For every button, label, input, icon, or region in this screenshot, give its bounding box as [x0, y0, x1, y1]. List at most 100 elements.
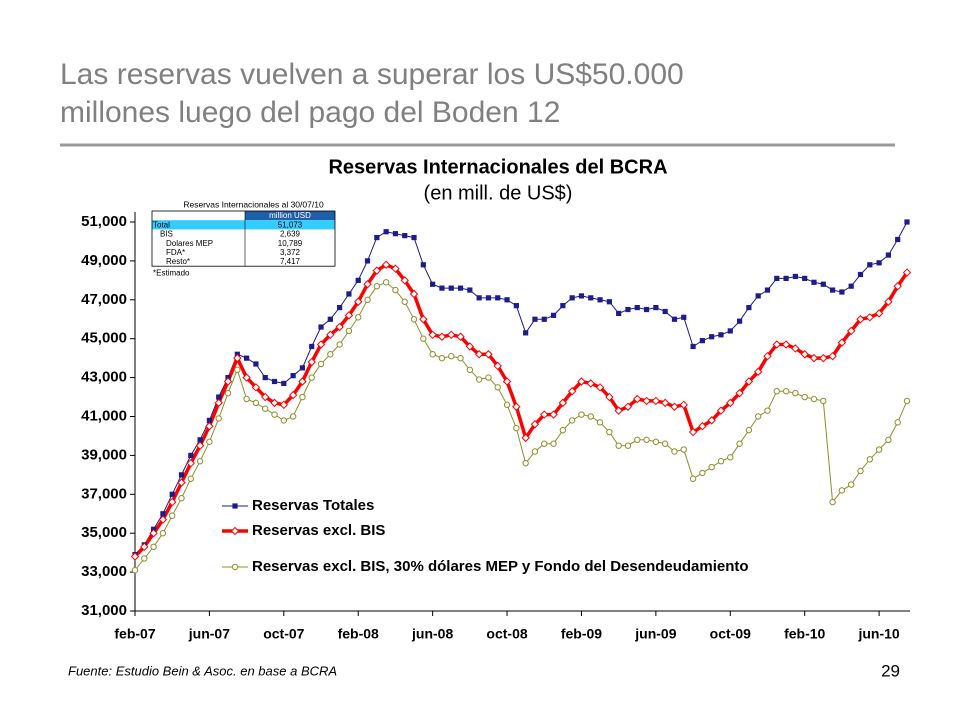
data-point — [214, 398, 223, 408]
data-point — [141, 555, 148, 562]
data-point — [829, 287, 836, 293]
data-point — [856, 315, 865, 324]
data-point — [467, 287, 473, 293]
data-point — [381, 260, 391, 269]
data-point — [410, 316, 418, 323]
data-point — [688, 427, 698, 437]
data-point — [242, 373, 251, 382]
data-point — [699, 338, 705, 344]
x-tick-label: feb-10 — [784, 626, 825, 642]
data-point — [689, 475, 697, 482]
legend-marker — [230, 526, 240, 536]
data-point — [866, 456, 873, 463]
data-point — [829, 498, 836, 506]
data-point — [437, 332, 447, 341]
data-point — [837, 338, 847, 347]
data-point — [577, 377, 586, 386]
data-point — [606, 428, 613, 436]
inset-row-value: 10,789 — [278, 239, 303, 248]
inset-row-value: 2,639 — [280, 230, 301, 239]
chart-title: Reservas Internacionales del BCRA — [328, 156, 667, 178]
data-point — [606, 299, 612, 305]
y-tick-label: 51,000 — [81, 213, 127, 230]
x-tick-label: feb-07 — [114, 626, 155, 642]
data-point — [894, 419, 901, 426]
data-point — [206, 417, 213, 423]
slide-title: Las reservas vuelven a superar los US$50… — [60, 58, 684, 91]
data-point — [252, 399, 260, 407]
inset-row-value: 7,417 — [280, 257, 301, 266]
data-point — [271, 378, 278, 385]
inset-header: million USD — [269, 211, 311, 220]
data-point — [671, 448, 678, 455]
data-point — [625, 306, 631, 313]
data-point — [512, 402, 521, 411]
data-point — [337, 304, 343, 311]
data-point — [764, 287, 771, 293]
data-point — [782, 388, 790, 395]
data-point — [709, 334, 715, 340]
data-point — [643, 306, 650, 313]
data-point — [615, 442, 622, 449]
data-point — [439, 285, 445, 291]
data-point — [653, 304, 659, 311]
data-point — [643, 436, 650, 444]
data-point — [317, 360, 325, 368]
data-point — [290, 373, 296, 379]
data-point — [550, 440, 557, 447]
data-point — [513, 424, 520, 432]
data-point — [772, 340, 781, 349]
data-point — [448, 353, 455, 360]
data-point — [196, 458, 204, 465]
data-point — [234, 366, 241, 374]
data-point — [623, 402, 633, 411]
data-point — [578, 411, 585, 418]
data-point — [299, 365, 306, 371]
data-point — [178, 472, 185, 478]
data-point — [839, 289, 845, 295]
data-point — [753, 367, 763, 376]
data-point — [513, 303, 519, 309]
y-tick-label: 47,000 — [81, 291, 127, 308]
data-point — [857, 271, 864, 278]
data-point — [660, 398, 670, 408]
data-point — [716, 406, 726, 415]
data-point — [429, 351, 436, 358]
series-line — [133, 262, 909, 558]
data-point — [465, 342, 475, 351]
data-point — [662, 308, 668, 315]
data-point — [846, 326, 856, 336]
y-tick-label: 37,000 — [81, 485, 127, 502]
data-point — [792, 273, 798, 280]
data-point — [699, 469, 706, 477]
inset-title: Reservas Internacionales al 30/07/10 — [183, 199, 324, 209]
data-point — [857, 467, 864, 475]
data-point — [532, 316, 538, 322]
data-point — [400, 276, 409, 285]
y-tick-label: 33,000 — [81, 563, 127, 580]
data-point — [502, 377, 512, 386]
data-point — [308, 374, 315, 381]
series-line — [134, 221, 908, 555]
data-point — [540, 410, 549, 419]
data-point — [382, 279, 390, 286]
data-point — [253, 361, 259, 367]
data-point — [634, 436, 641, 444]
data-point — [169, 491, 175, 497]
data-point — [680, 446, 687, 453]
data-point — [223, 377, 233, 386]
data-point — [355, 314, 362, 321]
legend-marker — [231, 563, 239, 571]
data-point — [419, 315, 428, 324]
chart-subtitle: (en mill. de US$) — [424, 182, 573, 204]
data-point — [605, 392, 614, 402]
data-point — [633, 394, 642, 404]
data-point — [558, 398, 568, 408]
data-point — [457, 285, 464, 291]
data-point — [244, 355, 250, 361]
data-point — [456, 332, 465, 341]
data-point — [327, 316, 333, 322]
data-point — [634, 304, 640, 311]
data-point — [364, 296, 371, 303]
